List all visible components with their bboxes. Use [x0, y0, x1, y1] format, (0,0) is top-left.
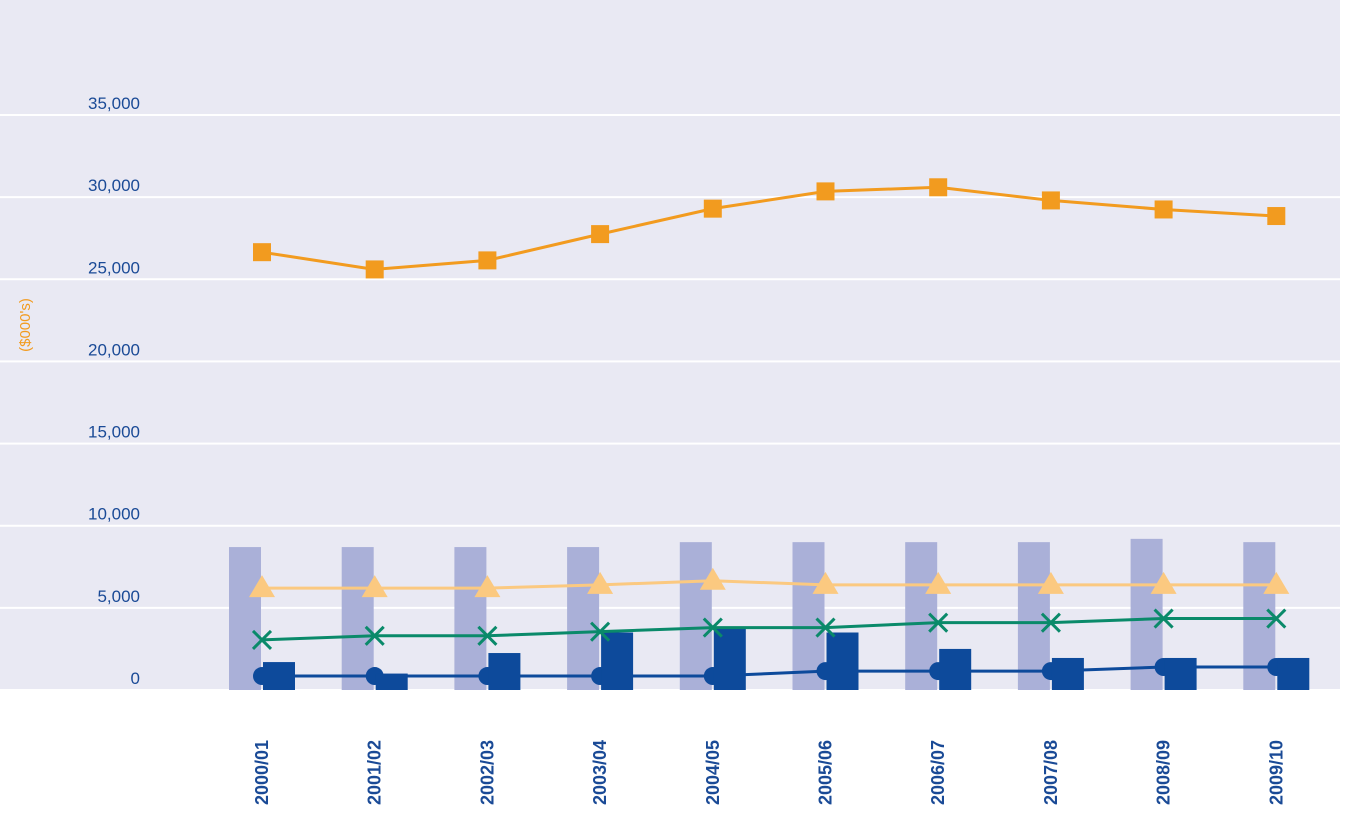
marker: [1150, 571, 1177, 594]
y-tick-label: 0: [131, 669, 140, 688]
marker: [253, 243, 271, 262]
y-tick-label: 10,000: [88, 505, 140, 524]
marker: [249, 575, 275, 598]
marker: [474, 575, 501, 598]
line: [261, 185, 1277, 271]
x-tick-label: 2005/06: [816, 740, 836, 805]
y-tick-label: 20,000: [88, 340, 140, 359]
bar: [341, 547, 374, 690]
marker: [591, 225, 610, 244]
line: [261, 617, 1277, 642]
y-tick-label: 30,000: [88, 176, 140, 195]
marker: [1267, 207, 1286, 226]
bar: [567, 547, 600, 690]
marker: [815, 617, 836, 638]
bar: [601, 632, 634, 690]
marker: [702, 617, 723, 638]
marker: [477, 625, 498, 646]
marker: [1266, 608, 1287, 629]
y-axis-label: ($000's): [17, 298, 34, 352]
marker: [590, 621, 611, 642]
x-tick-label: 2007/08: [1041, 740, 1061, 805]
bar: [375, 673, 408, 690]
bar: [826, 632, 859, 690]
line: [262, 665, 1277, 678]
bar: [713, 627, 746, 690]
bar: [229, 547, 261, 690]
bar: [488, 653, 521, 690]
x-tick-label: 2001/02: [365, 740, 385, 805]
bar: [1051, 657, 1084, 690]
marker: [478, 251, 497, 270]
marker: [1154, 200, 1173, 219]
marker: [1263, 571, 1290, 594]
y-tick-label: 25,000: [88, 258, 140, 277]
x-tick-label: 2004/05: [703, 740, 723, 805]
bar: [1164, 657, 1197, 690]
bar: [939, 648, 972, 690]
bar: [1277, 657, 1310, 690]
marker: [251, 629, 273, 650]
marker: [365, 260, 384, 279]
marker: [929, 178, 948, 197]
bar: [679, 542, 712, 690]
marker: [1040, 612, 1061, 633]
x-tick-label: 2006/07: [928, 740, 948, 805]
marker: [812, 571, 839, 594]
marker: [1037, 571, 1064, 594]
bar: [454, 547, 487, 690]
marker: [925, 571, 952, 594]
marker: [1153, 608, 1174, 629]
marker: [703, 199, 722, 218]
bar: [263, 662, 295, 690]
line: [262, 579, 1277, 590]
marker: [699, 567, 726, 590]
y-tick-label: 15,000: [88, 423, 140, 442]
x-tick-label: 2000/01: [252, 740, 272, 805]
marker: [1041, 191, 1060, 210]
x-tick-label: 2008/09: [1154, 740, 1174, 805]
x-tick-label: 2003/04: [590, 740, 610, 805]
marker: [364, 625, 385, 646]
x-tick-label: 2002/03: [477, 740, 497, 805]
x-tick-label: 2009/10: [1266, 740, 1286, 805]
y-tick-label: 35,000: [88, 94, 140, 113]
marker: [361, 575, 388, 598]
marker: [816, 182, 835, 201]
y-tick-label: 5,000: [97, 587, 140, 606]
marker: [928, 612, 949, 633]
marker: [587, 571, 614, 594]
